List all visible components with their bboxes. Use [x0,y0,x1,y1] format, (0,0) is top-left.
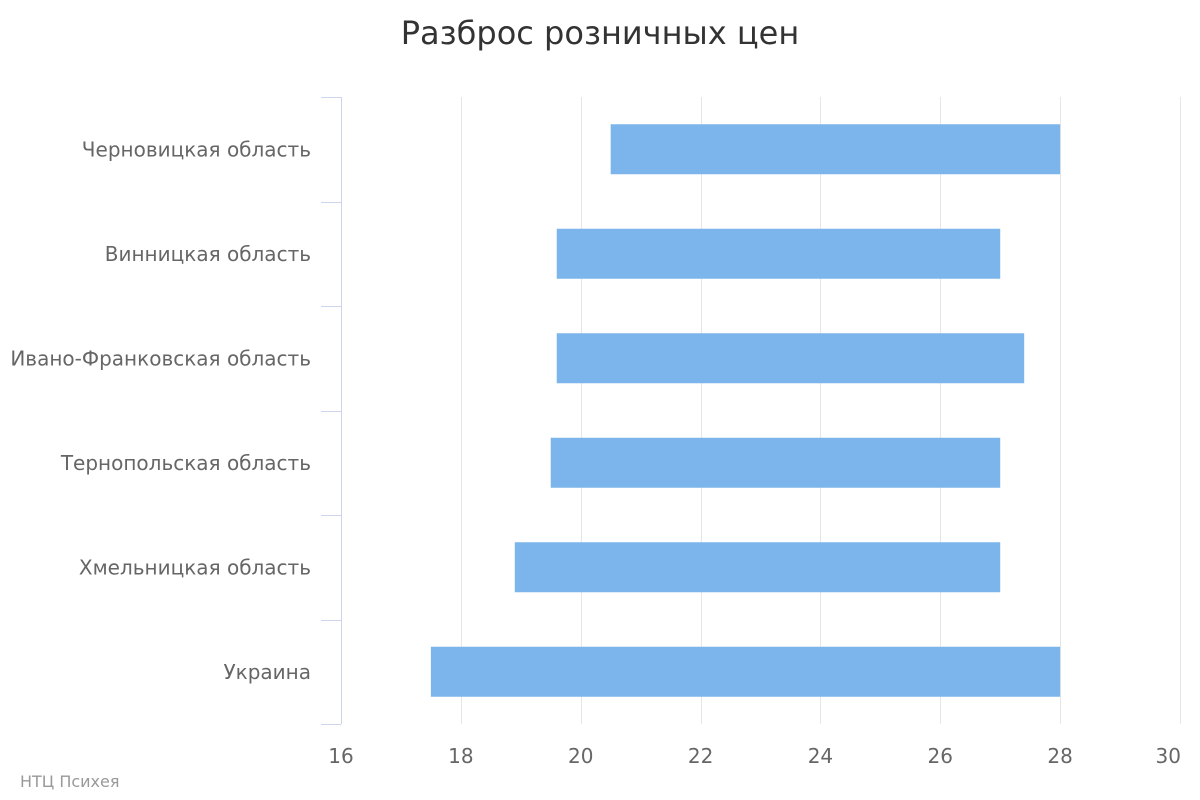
category-label-4: Хмельницкая область [79,555,311,579]
bar-2 [556,333,1025,384]
category-label-1: Винницкая область [105,242,311,266]
value-tick-label-5: 26 [928,744,953,768]
gridlines [461,97,1181,724]
category-label-3: Тернопольская область [60,451,311,475]
bar-5 [430,646,1061,697]
value-axis-ticks: 16 18 20 22 24 26 28 30 [328,744,1181,768]
category-labels: Черновицкая область Винницкая область Иван… [10,137,311,684]
category-label-0: Черновицкая область [82,137,311,161]
value-tick-label-4: 24 [808,744,833,768]
value-tick-label-7: 30 [1156,744,1181,768]
value-tick-label-1: 18 [448,744,473,768]
value-tick-label-3: 22 [688,744,713,768]
bar-0 [610,124,1061,175]
category-axis [321,97,342,725]
bars [430,124,1061,697]
bar-3 [550,437,1001,488]
bar-1 [556,228,1001,279]
category-label-5: Украина [223,660,311,684]
category-label-2: Ивано-Франковская область [10,346,311,370]
chart-title: Разброс розничных цен [400,14,800,52]
value-tick-label-6: 28 [1047,744,1072,768]
credit-text: НТЦ Психея [20,772,120,791]
bar-4 [514,542,1001,593]
value-tick-label-0: 16 [328,744,353,768]
value-tick-label-2: 20 [568,744,593,768]
